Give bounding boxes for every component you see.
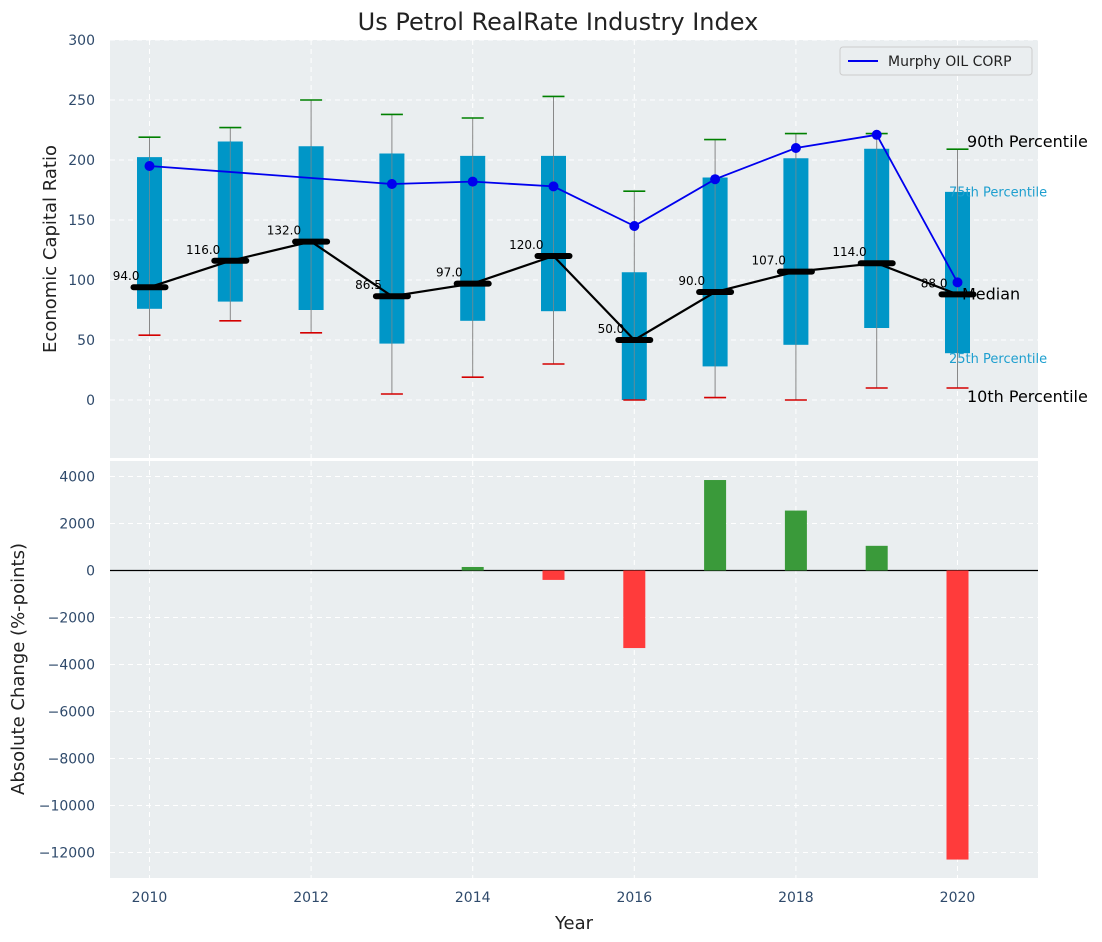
median-value-label: 94.0 <box>113 269 140 283</box>
legend-box <box>839 46 1033 76</box>
change-bar <box>542 570 565 580</box>
median-value-label: 86.5 <box>355 278 382 292</box>
p25-side-label: 25th Percentile <box>949 352 1047 367</box>
median-value-label: 132.0 <box>267 224 301 238</box>
x-tick-label: 2018 <box>778 890 814 906</box>
top-y-tick-label: 250 <box>68 93 95 109</box>
x-axis: 2010 2012 2014 2016 2018 2020 <box>132 890 976 906</box>
median-side-label: Median <box>962 284 1020 303</box>
top-y-axis-title: Economic Capital Ratio <box>40 145 61 353</box>
change-bar <box>623 570 646 649</box>
median-layer: 94.0 116.0 132.0 86.5 97.0 120.0 50.0 90.0 107.0… <box>113 224 977 343</box>
top-panel-background <box>110 40 1038 458</box>
p90-side-label: 90th Percentile <box>967 132 1088 151</box>
company-point <box>386 179 397 189</box>
p75-side-label: 75th Percentile <box>949 185 1047 200</box>
change-bar <box>865 545 888 571</box>
chart-title: Us Petrol RealRate Industry Index <box>358 8 759 36</box>
median-value-label: 114.0 <box>832 245 866 259</box>
change-bar <box>704 480 727 571</box>
bottom-y-tick-label: 2000 <box>59 517 95 533</box>
x-tick-label: 2012 <box>293 890 329 906</box>
top-y-tick-label: 150 <box>68 213 95 229</box>
change-bar <box>784 510 807 571</box>
top-y-tick-label: 100 <box>68 273 95 289</box>
company-point <box>467 176 478 187</box>
median-value-label: 120.0 <box>509 238 543 252</box>
bottom-y-tick-label: −2000 <box>48 611 95 627</box>
bottom-y-axis: 4000 2000 0 −2000 −4000 −6000 −8000 −10000 −1200… <box>39 470 95 862</box>
change-bar <box>461 566 484 571</box>
bottom-y-tick-label: 4000 <box>59 470 95 486</box>
bottom-y-tick-label: 0 <box>86 564 95 580</box>
company-line-layer <box>144 129 963 288</box>
percentile-labels: 90th Percentile 75th Percentile Median 25th… <box>949 132 1088 406</box>
x-tick-label: 2014 <box>455 890 491 906</box>
bottom-y-tick-label: −6000 <box>48 705 95 721</box>
x-axis-title: Year <box>554 913 594 934</box>
company-point <box>952 277 963 288</box>
company-point <box>548 181 559 192</box>
median-value-label: 116.0 <box>186 243 220 257</box>
change-bars-layer <box>461 480 969 860</box>
legend: Murphy OIL CORP <box>839 46 1033 76</box>
median-value-label: 97.0 <box>436 266 463 280</box>
median-value-label: 107.0 <box>752 254 786 268</box>
x-tick-label: 2010 <box>132 890 168 906</box>
top-y-tick-label: 200 <box>68 153 95 169</box>
x-tick-label: 2016 <box>616 890 652 906</box>
median-value-label: 88.0 <box>921 276 948 290</box>
bottom-y-tick-label: −8000 <box>48 752 95 768</box>
company-point <box>790 143 801 153</box>
median-value-label: 90.0 <box>678 274 705 288</box>
x-tick-label: 2020 <box>940 890 976 906</box>
median-value-label: 50.0 <box>598 322 625 336</box>
top-y-axis: 0 50 100 150 200 250 300 <box>68 33 95 409</box>
top-y-tick-label: 0 <box>86 393 95 409</box>
p10-side-label: 10th Percentile <box>967 387 1088 406</box>
bottom-y-axis-title: Absolute Change (%-points) <box>8 543 29 795</box>
bottom-y-tick-label: −4000 <box>48 658 95 674</box>
change-bar <box>946 570 969 860</box>
company-point <box>871 129 882 140</box>
legend-label: Murphy OIL CORP <box>888 54 1012 70</box>
top-y-tick-label: 50 <box>77 333 95 349</box>
company-point <box>144 161 155 171</box>
bottom-y-tick-label: −12000 <box>39 846 95 862</box>
company-point <box>710 174 721 185</box>
bottom-panel-background <box>110 461 1038 878</box>
company-point <box>629 221 640 231</box>
bottom-y-tick-label: −10000 <box>39 799 95 815</box>
top-y-tick-label: 300 <box>68 33 95 49</box>
